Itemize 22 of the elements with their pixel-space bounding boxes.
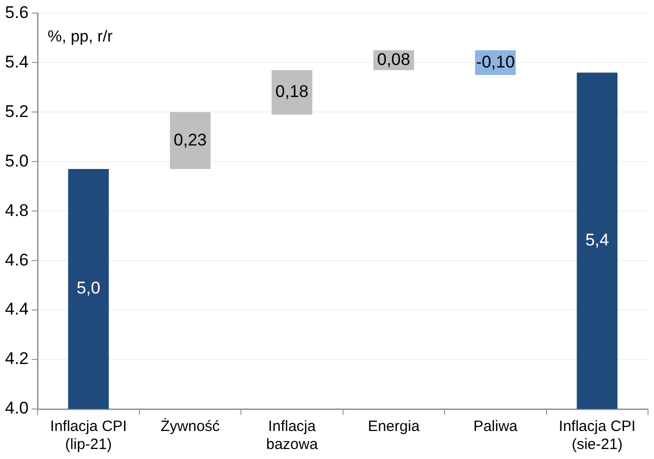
y-axis-title: %, pp, r/r — [48, 28, 114, 46]
y-tick-label: 5.2 — [4, 102, 29, 121]
y-tick-label: 5.0 — [4, 151, 29, 170]
x-tick-label: Inflacja CPI (sie-21) — [558, 418, 636, 454]
x-tick-label: Paliwa — [473, 418, 518, 436]
y-tick-label: 4.0 — [4, 398, 29, 418]
y-tick-label: 4.6 — [4, 250, 29, 270]
y-tick-label: 5.4 — [4, 52, 29, 72]
data-label: 5,0 — [76, 278, 100, 298]
data-label: 0,23 — [174, 130, 207, 150]
y-tick-label: 4.2 — [4, 349, 29, 368]
x-tick-label: Inflacja CPI (lip-21) — [50, 418, 127, 454]
y-tick-label: 4.8 — [4, 200, 29, 220]
y-tick-label: 5.6 — [4, 2, 29, 22]
x-tick-label: Żywność — [160, 417, 220, 436]
data-label: -0,10 — [476, 52, 515, 72]
x-tick-label: Inflacja bazowa — [266, 418, 318, 454]
data-label: 0,18 — [275, 82, 308, 102]
data-label: 0,08 — [377, 50, 410, 69]
y-tick-label: 4.4 — [4, 300, 29, 319]
x-tick-label: Energia — [368, 418, 420, 436]
data-label: 5,4 — [585, 230, 609, 250]
